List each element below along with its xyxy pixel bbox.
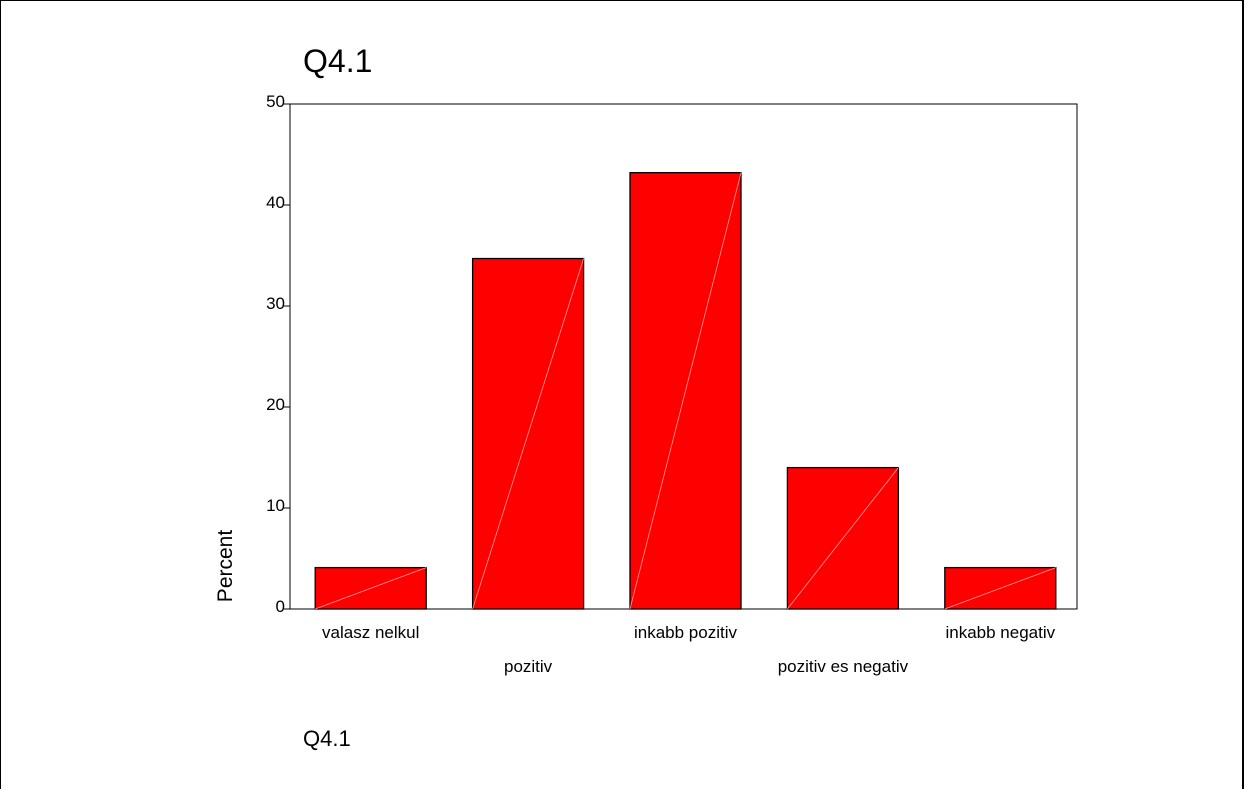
category-label: inkabb pozitiv — [634, 623, 738, 642]
plot-area: 0 10 20 30 40 50 valasz nelkul pozitiv inkabb po… — [266, 92, 1078, 676]
category-label: valasz nelkul — [322, 623, 419, 642]
category-label: pozitiv es negativ — [778, 657, 909, 676]
y-tick-label: 10 — [266, 496, 285, 515]
y-tick-label: 40 — [266, 193, 285, 212]
y-tick-label: 50 — [266, 92, 285, 111]
y-tick-label: 0 — [276, 597, 285, 616]
y-axis-title: Percent — [214, 530, 237, 603]
bar-hatch-line — [629, 172, 742, 610]
x-axis-title: Q4.1 — [303, 726, 351, 751]
chart-title: Q4.1 — [303, 43, 372, 79]
bar-hatch-line — [787, 467, 899, 610]
bar-hatch-line — [944, 567, 1056, 610]
category-label: pozitiv — [504, 657, 553, 676]
y-tick-label: 20 — [266, 395, 285, 414]
bar-hatch-line — [472, 258, 584, 610]
category-label: inkabb negativ — [945, 623, 1055, 642]
bar-hatch-line — [315, 567, 427, 610]
y-tick-label: 30 — [266, 294, 285, 313]
